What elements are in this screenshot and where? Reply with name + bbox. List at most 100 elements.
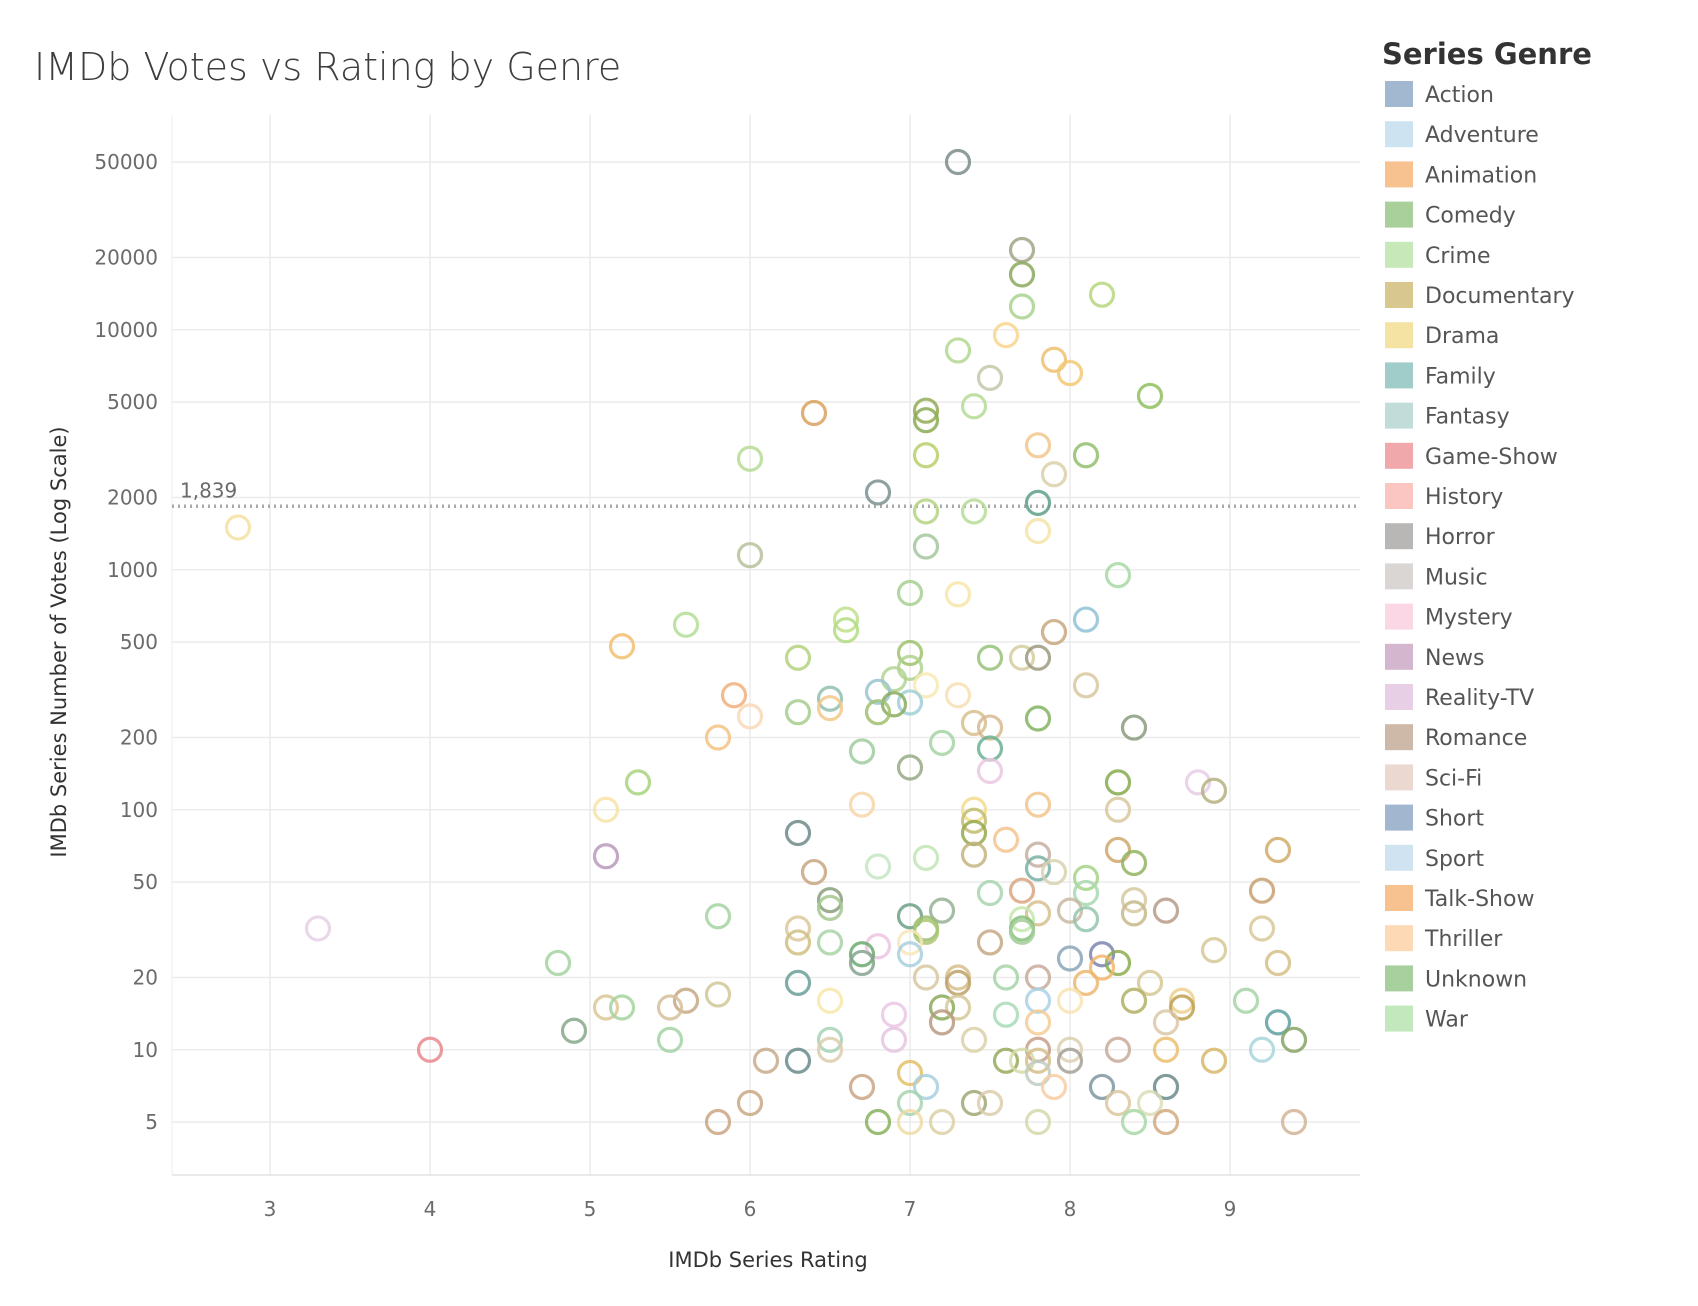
data-point <box>1120 987 1148 1014</box>
data-point <box>848 738 876 765</box>
data-point <box>1104 769 1132 796</box>
legend-label: Fantasy <box>1425 405 1510 430</box>
data-point <box>1040 346 1068 373</box>
data-point <box>1152 1036 1180 1063</box>
data-point <box>1104 949 1132 977</box>
data-point <box>816 987 844 1014</box>
legend-swatch <box>1385 764 1413 791</box>
data-point <box>1184 769 1212 796</box>
data-point <box>1136 1089 1164 1117</box>
legend-label: Action <box>1425 83 1494 108</box>
legend-swatch <box>1385 563 1413 590</box>
legend-swatch <box>1385 603 1413 630</box>
data-point <box>608 633 636 660</box>
data-point <box>224 514 252 541</box>
data-point <box>1024 1059 1052 1087</box>
data-point <box>1024 644 1052 671</box>
legend-label: Talk-Show <box>1424 887 1534 912</box>
data-point <box>1024 987 1052 1014</box>
data-point <box>912 407 940 434</box>
legend-swatch <box>1385 804 1413 831</box>
data-point <box>944 682 972 709</box>
x-tick-label: 9 <box>1224 1197 1237 1221</box>
data-point <box>992 321 1020 349</box>
data-point <box>896 689 924 716</box>
legend: Series Genre Action Adventure Animation Com… <box>1382 37 1592 1033</box>
data-point <box>1024 1108 1052 1136</box>
legend-label: News <box>1425 646 1484 671</box>
data-point <box>1008 918 1036 945</box>
legend-label: Sport <box>1425 847 1484 872</box>
data-point <box>592 843 620 870</box>
data-point <box>944 969 972 996</box>
data-point <box>976 757 1004 785</box>
y-tick-label: 50 <box>133 870 158 894</box>
data-point <box>880 1001 908 1028</box>
data-point <box>1136 382 1164 410</box>
legend-label: Comedy <box>1425 204 1516 229</box>
data-point <box>816 1036 844 1063</box>
data-point <box>656 994 684 1021</box>
data-point <box>656 1026 684 1053</box>
data-point <box>1088 281 1116 308</box>
data-point <box>848 949 876 977</box>
legend-label: Drama <box>1425 324 1499 349</box>
legend-label: Family <box>1425 364 1496 389</box>
data-point <box>960 393 988 420</box>
data-point <box>1056 359 1084 387</box>
data-point <box>1024 432 1052 459</box>
data-point <box>816 695 844 722</box>
data-point <box>976 929 1004 956</box>
legend-swatch <box>1385 402 1413 429</box>
data-point <box>1056 1036 1084 1063</box>
chart-title: IMDb Votes vs Rating by Genre <box>34 45 621 89</box>
data-point <box>880 1026 908 1053</box>
data-point <box>672 611 700 638</box>
legend-swatch <box>1385 925 1413 952</box>
x-tick-label: 4 <box>424 1197 437 1221</box>
data-point <box>1056 897 1084 924</box>
data-point <box>864 699 892 726</box>
legend-label: History <box>1425 485 1503 510</box>
data-point <box>752 1047 780 1074</box>
data-point <box>1024 1047 1052 1074</box>
data-point <box>1072 672 1100 699</box>
legend-swatch <box>1385 844 1413 871</box>
data-point <box>1040 1073 1068 1101</box>
legend-swatch <box>1385 724 1413 751</box>
data-point <box>592 994 620 1021</box>
data-point <box>912 533 940 560</box>
data-point <box>1008 644 1036 671</box>
y-tick-label: 5 <box>145 1110 158 1134</box>
data-point <box>1152 897 1180 924</box>
data-point <box>304 915 332 942</box>
data-point <box>1248 877 1276 904</box>
data-point <box>608 994 636 1021</box>
data-point <box>928 994 956 1021</box>
legend-swatch <box>1385 241 1413 268</box>
legend-title: Series Genre <box>1382 37 1592 71</box>
data-point <box>912 964 940 991</box>
legend-swatch <box>1385 161 1413 188</box>
data-point <box>784 644 812 671</box>
legend-label: Game-Show <box>1425 445 1558 470</box>
y-tick-label: 2000 <box>107 486 158 510</box>
data-point <box>912 498 940 525</box>
data-point <box>992 1047 1020 1074</box>
data-point <box>960 807 988 834</box>
data-point <box>784 819 812 847</box>
y-tick-label: 50000 <box>94 150 158 174</box>
data-point <box>896 941 924 968</box>
legend-label: Romance <box>1425 726 1527 751</box>
data-point <box>1232 987 1260 1014</box>
data-points <box>224 148 1308 1136</box>
data-point <box>816 929 844 956</box>
data-point <box>736 542 764 569</box>
data-point <box>1072 906 1100 933</box>
data-point <box>1024 791 1052 818</box>
x-tick-label: 7 <box>904 1197 917 1221</box>
data-point <box>928 729 956 756</box>
data-point <box>864 933 892 960</box>
data-point <box>912 672 940 699</box>
reference-line: 1,839 <box>172 478 1360 509</box>
